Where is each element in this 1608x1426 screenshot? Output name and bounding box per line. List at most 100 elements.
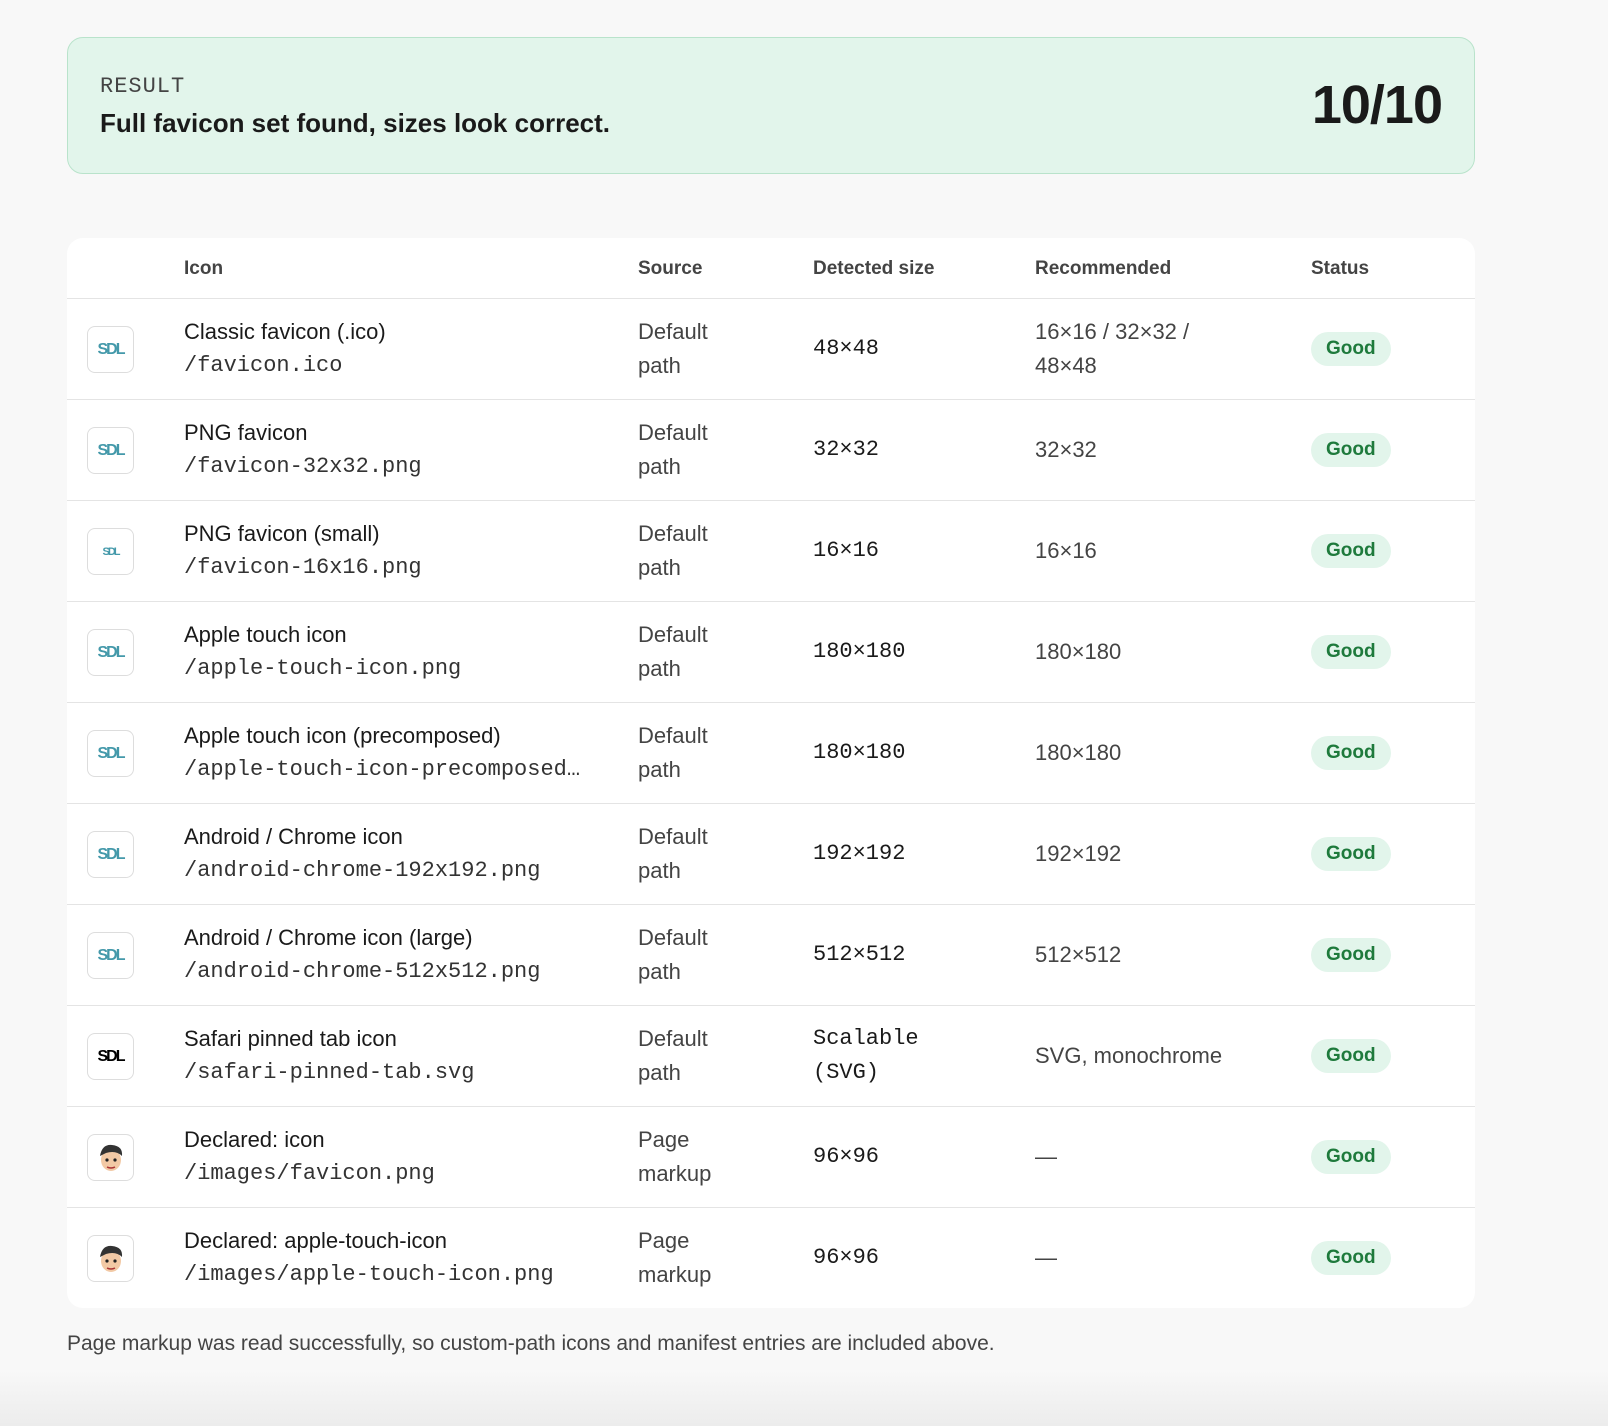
icon-path: /android-chrome-512x512.png xyxy=(184,959,541,984)
icon-thumb xyxy=(87,1134,134,1181)
recommended: — xyxy=(1035,1144,1057,1169)
detected-size: 180×180 xyxy=(813,639,906,664)
result-score: 10/10 xyxy=(1311,75,1443,135)
icon-thumb: SDL xyxy=(87,528,134,575)
footer-note: Page markup was read successfully, so cu… xyxy=(67,1332,995,1355)
detected-size: 48×48 xyxy=(813,336,880,361)
recommended: 192×192 xyxy=(1035,841,1122,866)
icon-path: /apple-touch-icon.png xyxy=(184,656,462,681)
source: Default path xyxy=(638,319,708,378)
source: Default path xyxy=(638,723,708,782)
icon-path: /android-chrome-192x192.png xyxy=(184,858,541,883)
detected-size: Scalable (SVG) xyxy=(813,1026,919,1085)
source: Page markup xyxy=(638,1228,712,1287)
table-row: SDL Android / Chrome icon (large) /android… xyxy=(67,904,1475,1005)
icon-path: /apple-touch-icon-precomposed… xyxy=(184,757,581,782)
result-label: RESULT xyxy=(100,74,186,99)
table-row: SDL Android / Chrome icon/android-chrome-… xyxy=(67,803,1475,904)
icon-cell: Apple touch icon (precomposed) /apple-tou… xyxy=(184,719,580,787)
detected-size: 96×96 xyxy=(813,1245,880,1270)
status-badge: Good xyxy=(1311,1039,1391,1073)
icon-cell: Classic favicon (.ico) /favicon.ico xyxy=(184,315,386,383)
icon-name: PNG favicon xyxy=(184,420,308,445)
avatar xyxy=(99,1245,122,1272)
icon-path: /safari-pinned-tab.svg xyxy=(184,1060,475,1085)
status-badge: Good xyxy=(1311,433,1391,467)
header: Source xyxy=(638,258,703,279)
status-badge: Good xyxy=(1311,938,1391,972)
source: Page markup xyxy=(638,1127,712,1186)
icon-name: Classic favicon (.ico) xyxy=(184,319,386,344)
detected-size: 32×32 xyxy=(813,437,880,462)
table-row: SDL Apple touch icon (precomposed) /apple-… xyxy=(67,702,1475,803)
detected-size: 180×180 xyxy=(813,740,906,765)
source: Default path xyxy=(638,622,708,681)
recommended: 180×180 xyxy=(1035,639,1122,664)
table-row: Declared: apple-touch-icon/images/apple-… xyxy=(67,1207,1475,1308)
recommended: 16×16 xyxy=(1035,538,1097,563)
detected-size: 96×96 xyxy=(813,1144,880,1169)
icon-cell: Declared: apple-touch-icon/images/apple-… xyxy=(184,1224,554,1292)
header: Recommended xyxy=(1035,258,1172,279)
icon-cell: PNG favicon (small) /favicon-16x16.png xyxy=(184,517,422,585)
icon-path: /favicon-16x16.png xyxy=(184,555,422,580)
icon-cell: Android / Chrome icon/android-chrome-192… xyxy=(184,820,540,888)
table-row: SDL Classic favicon (.ico) /favicon.ico Def… xyxy=(67,298,1475,399)
header-row: Icon Source Detected size Recommended St… xyxy=(67,238,1475,298)
source: Default path xyxy=(638,420,708,479)
detected-size: 192×192 xyxy=(813,841,906,866)
icon-thumb: SDL xyxy=(87,427,134,474)
header: Icon xyxy=(184,258,224,279)
status-badge: Good xyxy=(1311,635,1391,669)
status-badge: Good xyxy=(1311,332,1391,366)
detected-size: 512×512 xyxy=(813,942,906,967)
icon-name: Apple touch icon xyxy=(184,622,347,647)
icon-path: /favicon-32x32.png xyxy=(184,454,422,479)
icon-name: Android / Chrome icon xyxy=(184,824,403,849)
status-badge: Good xyxy=(1311,1241,1391,1275)
source: Default path xyxy=(638,521,708,580)
icon-cell: Declared: icon/images/favicon.png xyxy=(184,1123,435,1191)
header: Detected size xyxy=(813,258,935,279)
recommended: — xyxy=(1035,1245,1057,1270)
icon-thumb xyxy=(87,1235,134,1282)
header: Status xyxy=(1311,258,1370,279)
icon-cell: PNG favicon/favicon-32x32.png xyxy=(184,416,422,484)
source: Default path xyxy=(638,824,708,883)
recommended: 512×512 xyxy=(1035,942,1122,967)
icon-name: Declared: apple-touch-icon xyxy=(184,1228,447,1253)
icon-thumb: SDL xyxy=(87,1033,134,1080)
status-badge: Good xyxy=(1311,1140,1391,1174)
icon-thumb: SDL xyxy=(87,326,134,373)
icon-cell: Apple touch icon/apple-touch-icon.png xyxy=(184,618,461,686)
icon-path: /images/favicon.png xyxy=(184,1161,435,1186)
icon-cell: Safari pinned tab icon/safari-pinned-tab… xyxy=(184,1022,474,1090)
icon-name: Apple touch icon (precomposed) xyxy=(184,723,501,748)
table-row: SDL PNG favicon/favicon-32x32.png Default … xyxy=(67,399,1475,500)
result-card: RESULT Full favicon set found, sizes loo… xyxy=(67,37,1475,174)
icon-name: Declared: icon xyxy=(184,1127,325,1152)
status-badge: Good xyxy=(1311,534,1391,568)
icon-thumb: SDL xyxy=(87,730,134,777)
recommended: 16×16 / 32×32 / 48×48 xyxy=(1035,319,1190,378)
icon-cell: Android / Chrome icon (large) /android-ch… xyxy=(184,921,540,989)
icon-name: PNG favicon (small) xyxy=(184,521,380,546)
recommended: 32×32 xyxy=(1035,437,1097,462)
table-row: Declared: icon/images/favicon.png Page ma… xyxy=(67,1106,1475,1207)
status-badge: Good xyxy=(1311,837,1391,871)
icon-thumb: SDL xyxy=(87,629,134,676)
result-message: Full favicon set found, sizes look corre… xyxy=(100,108,610,138)
recommended: 180×180 xyxy=(1035,740,1122,765)
icon-path: /favicon.ico xyxy=(184,353,343,378)
icon-name: Safari pinned tab icon xyxy=(184,1026,397,1051)
icon-table: Icon Source Detected size Recommended St… xyxy=(67,238,1475,1308)
icon-name: Android / Chrome icon (large) xyxy=(184,925,473,950)
detected-size: 16×16 xyxy=(813,538,880,563)
icon-path: /images/apple-touch-icon.png xyxy=(184,1262,554,1287)
table-row: SDL Apple touch icon/apple-touch-icon.png… xyxy=(67,601,1475,702)
icon-thumb: SDL xyxy=(87,932,134,979)
icon-thumb: SDL xyxy=(87,831,134,878)
source: Default path xyxy=(638,1026,708,1085)
avatar xyxy=(99,1144,122,1171)
